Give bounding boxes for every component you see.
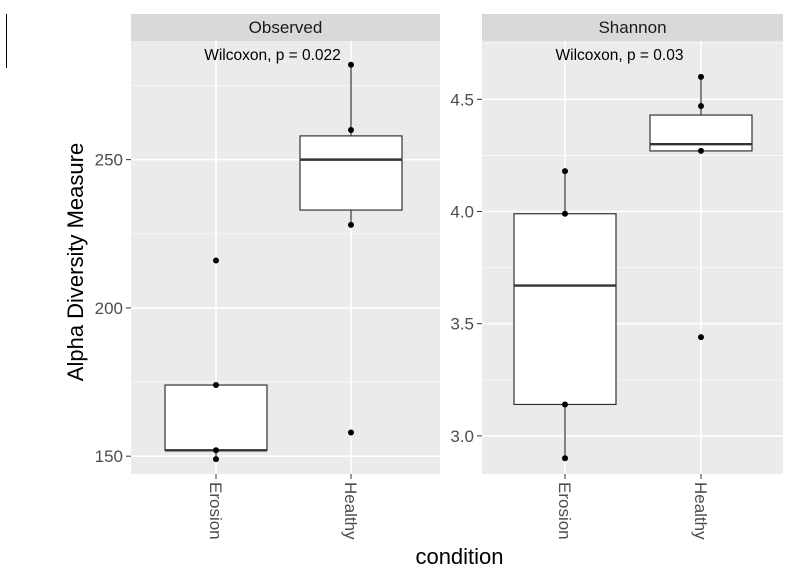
x-axis-label: condition	[0, 544, 793, 570]
y-tick-label: 150	[95, 447, 123, 466]
box-iqr	[164, 384, 268, 451]
data-point	[562, 455, 568, 462]
x-tick-label: Erosion	[206, 482, 225, 540]
wilcoxon-annotation: Wilcoxon, p = 0.03	[556, 47, 684, 64]
facet-strip	[131, 14, 440, 41]
box-iqr	[649, 114, 753, 152]
y-tick-label: 250	[95, 151, 123, 170]
y-tick-label: 4.5	[450, 90, 474, 109]
facet-strip-label: Observed	[249, 18, 323, 37]
y-axis-label-text: Alpha Diversity Measure	[63, 142, 88, 382]
data-point	[562, 401, 568, 408]
facet-strip	[482, 14, 783, 41]
x-tick-label: Healthy	[691, 482, 710, 540]
wilcoxon-annotation: Wilcoxon, p = 0.022	[204, 47, 341, 64]
data-point	[698, 103, 704, 110]
box-iqr	[513, 213, 617, 406]
facet-panel-observed: Observed 150 200 250 Wilcoxon, p = 0.022 Eros…	[95, 14, 440, 540]
data-point	[698, 334, 704, 341]
x-tick-label: Erosion	[555, 482, 574, 540]
title-edge-mark	[6, 14, 7, 68]
data-point	[698, 147, 704, 154]
facet-strip-label: Shannon	[598, 18, 666, 37]
box-healthy	[299, 64, 403, 225]
data-point	[213, 382, 219, 389]
data-point	[348, 61, 354, 68]
data-point	[213, 257, 219, 264]
y-tick-label: 4.0	[450, 203, 474, 222]
data-point	[213, 447, 219, 454]
data-point	[562, 168, 568, 175]
box-iqr	[299, 135, 403, 211]
box-erosion	[513, 171, 617, 459]
data-point	[348, 221, 354, 228]
box-healthy	[649, 76, 753, 152]
data-point	[213, 456, 219, 463]
y-tick-label: 200	[95, 299, 123, 318]
data-point	[698, 73, 704, 80]
data-point	[348, 126, 354, 133]
y-axis-label: Alpha Diversity Measure	[56, 0, 96, 575]
y-tick-label: 3.5	[450, 315, 474, 334]
facet-panel-shannon: Shannon 3.0 3.5 4.0 4.5 Wilcoxon, p = 0.03 Ero…	[450, 14, 783, 540]
y-tick-label: 3.0	[450, 427, 474, 446]
data-point	[348, 429, 354, 436]
x-tick-label: Healthy	[341, 482, 360, 540]
x-axis-label-text: condition	[415, 544, 504, 569]
data-point	[562, 210, 568, 217]
